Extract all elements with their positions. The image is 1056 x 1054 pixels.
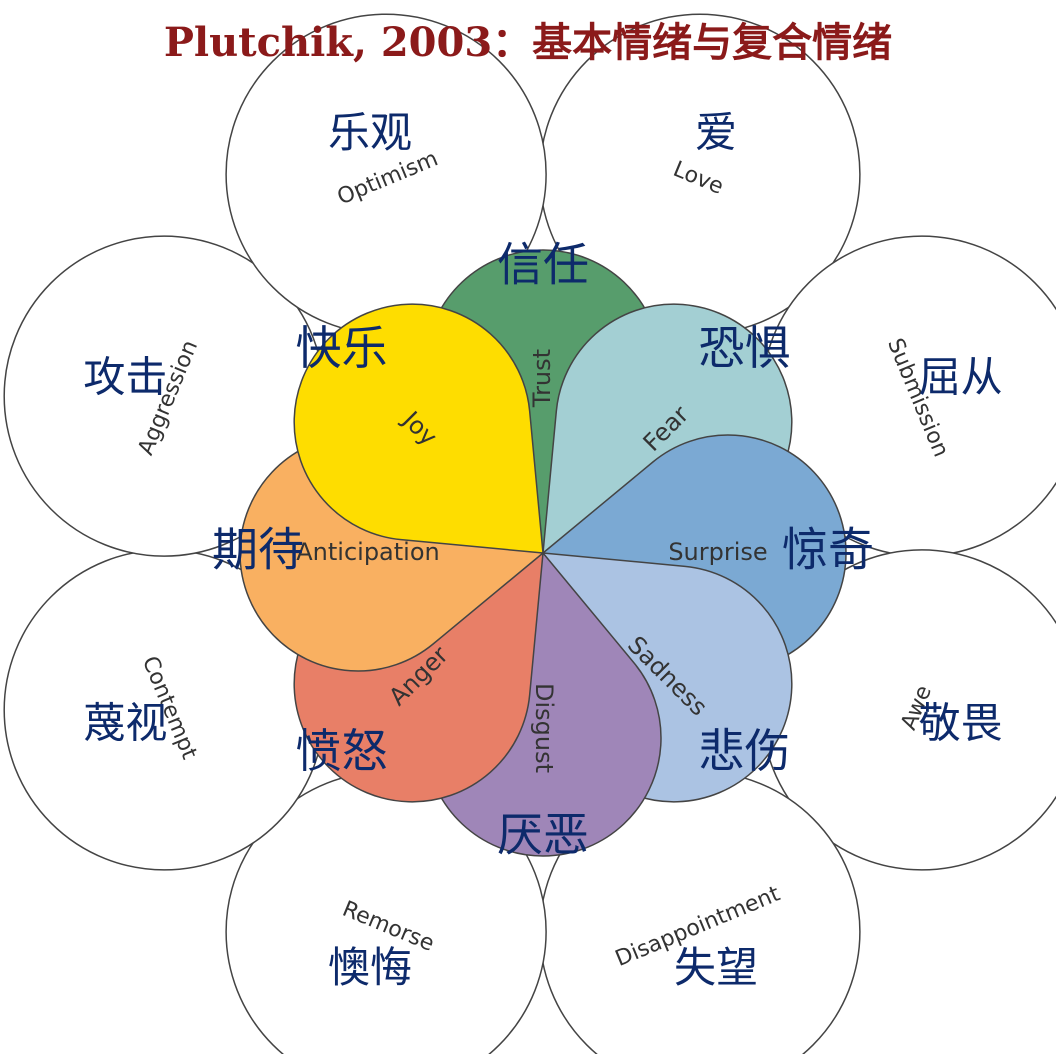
dyad-chinese-submission: 屈从 bbox=[919, 353, 1003, 402]
dyad-chinese-optimism: 乐观 bbox=[328, 108, 412, 157]
petal-label-anticipation: Anticipation bbox=[296, 538, 439, 566]
dyad-chinese-disappointment: 失望 bbox=[674, 943, 758, 992]
petal-chinese-fear: 恐惧 bbox=[699, 321, 791, 375]
petal-label-disgust: Disgust bbox=[530, 683, 558, 773]
petal-chinese-sadness: 悲伤 bbox=[699, 724, 791, 778]
dyad-chinese-love: 爱 bbox=[695, 108, 737, 157]
dyad-chinese-awe: 敬畏 bbox=[919, 699, 1003, 748]
dyad-chinese-contempt: 蔑视 bbox=[83, 699, 167, 748]
dyad-chinese-aggression: 攻击 bbox=[83, 353, 167, 402]
dyad-chinese-remorse: 懊悔 bbox=[328, 943, 412, 992]
page-title: Plutchik, 2003：基本情绪与复合情绪 bbox=[163, 19, 893, 66]
petal-chinese-joy: 快乐 bbox=[296, 321, 388, 375]
page-title-container: Plutchik, 2003：基本情绪与复合情绪 bbox=[0, 0, 1056, 78]
petal-chinese-surprise: 惊奇 bbox=[782, 523, 874, 577]
petal-label-surprise: Surprise bbox=[668, 538, 767, 566]
petal-chinese-anticipation: 期待 bbox=[212, 523, 304, 577]
petal-chinese-trust: 信任 bbox=[497, 238, 589, 292]
petal-chinese-anger: 愤怒 bbox=[296, 724, 388, 778]
petal-label-trust: Trust bbox=[528, 349, 556, 408]
dyad-petals bbox=[3, 13, 1056, 1054]
petal-chinese-disgust: 厌恶 bbox=[497, 808, 589, 862]
petal-joy bbox=[293, 303, 544, 554]
